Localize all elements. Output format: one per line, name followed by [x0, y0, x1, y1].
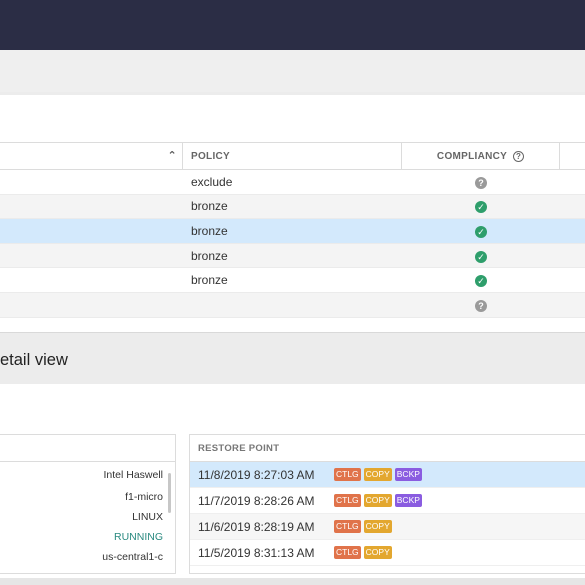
restore-point-time: 11/8/2019 8:27:03 AM [198, 467, 315, 482]
restore-point-time: 11/7/2019 8:28:26 AM [198, 493, 315, 508]
check-circle-icon: ✓ [475, 250, 487, 263]
policy-cell: exclude [191, 174, 233, 189]
column-header-policy-label: POLICY [191, 151, 231, 162]
properties-card: Intel Haswell f1-micro LINUX RUNNING us-… [0, 434, 176, 574]
status-value: RUNNING [114, 531, 163, 543]
check-circle-icon: ✓ [475, 275, 487, 288]
tag-copy: COPY [363, 546, 392, 559]
column-header-policy[interactable]: POLICY [183, 143, 402, 169]
check-circle-icon: ✓ [475, 225, 487, 238]
compliancy-cell: ? [402, 298, 560, 312]
restore-point-row[interactable]: 11/5/2019 8:31:13 AM CTLG COPY [190, 540, 585, 566]
properties-scrollbar[interactable] [168, 473, 171, 513]
detail-view-title: etail view [0, 351, 68, 369]
cpu-platform-value: Intel Haswell [103, 469, 163, 481]
question-circle-icon: ? [475, 299, 487, 312]
tag-ctlg: CTLG [334, 520, 361, 533]
column-header-empty [560, 143, 585, 169]
tag-copy: COPY [363, 468, 392, 481]
tag-bckp: BCKP [394, 494, 422, 507]
top-navigation-bar [0, 0, 585, 50]
column-header-compliancy-label: COMPLIANCY [436, 151, 507, 162]
policy-cell: bronze [191, 273, 228, 288]
column-header-compliancy[interactable]: COMPLIANCY ? [402, 143, 560, 169]
tag-ctlg: CTLG [334, 468, 361, 481]
machine-type-value: f1-micro [125, 491, 163, 503]
restore-point-row[interactable]: 11/8/2019 8:27:03 AM CTLG COPY BCKP [190, 462, 585, 488]
tag-copy: COPY [363, 520, 392, 533]
table-row[interactable]: ? [0, 292, 585, 318]
table-row[interactable]: exclude? [0, 170, 585, 195]
restore-point-row[interactable]: 11/7/2019 8:28:26 AM CTLG COPY BCKP [190, 488, 585, 514]
bottom-strip [0, 578, 585, 585]
compliancy-cell: ✓ [402, 224, 560, 238]
policy-cell: bronze [191, 199, 228, 214]
table-row[interactable]: bronze ✓ [0, 268, 585, 293]
table-row[interactable]: bronze ✓ [0, 243, 585, 269]
table-row[interactable]: bronze ✓ [0, 194, 585, 220]
restore-point-time: 11/6/2019 8:28:19 AM [198, 519, 315, 534]
restore-point-list: 11/8/2019 8:27:03 AM CTLG COPY BCKP 11/7/201… [190, 462, 585, 566]
grid-body: exclude? bronze ✓ bronze ✓ bronze ✓ bronze ✓? [0, 170, 585, 318]
restore-point-time: 11/5/2019 8:31:13 AM [198, 545, 315, 560]
compliancy-cell: ✓ [402, 199, 560, 214]
os-value: LINUX [132, 511, 163, 523]
policy-cell: bronze [191, 223, 228, 238]
tag-copy: COPY [363, 494, 392, 507]
tag-ctlg: CTLG [334, 494, 361, 507]
restore-point-row[interactable]: 11/6/2019 8:28:19 AM CTLG COPY [190, 514, 585, 540]
column-header-name[interactable]: ⌃ [0, 143, 183, 169]
table-row[interactable]: bronze ✓ [0, 219, 585, 244]
tag-bckp: BCKP [394, 468, 422, 481]
restore-points-card: RESTORE POINT 11/8/2019 8:27:03 AM CTLG CO… [189, 434, 585, 574]
grid-header: ⌃ POLICY COMPLIANCY ? [0, 142, 585, 170]
tag-ctlg: CTLG [334, 546, 361, 559]
question-circle-icon: ? [475, 176, 487, 189]
help-icon[interactable]: ? [513, 151, 525, 162]
toolbar-band [0, 50, 585, 92]
compliancy-cell: ✓ [402, 249, 560, 263]
compliancy-cell: ? [402, 175, 560, 189]
restore-point-header: RESTORE POINT [190, 435, 585, 462]
sort-ascending-icon[interactable]: ⌃ [167, 150, 177, 162]
check-circle-icon: ✓ [475, 201, 487, 214]
zone-value: us-central1-c [102, 551, 163, 563]
resources-grid: ⌃ POLICY COMPLIANCY ? exclude? bronze ✓ bro… [0, 142, 585, 318]
policy-cell: bronze [191, 248, 228, 263]
properties-card-header [0, 435, 175, 462]
compliancy-cell: ✓ [402, 273, 560, 288]
